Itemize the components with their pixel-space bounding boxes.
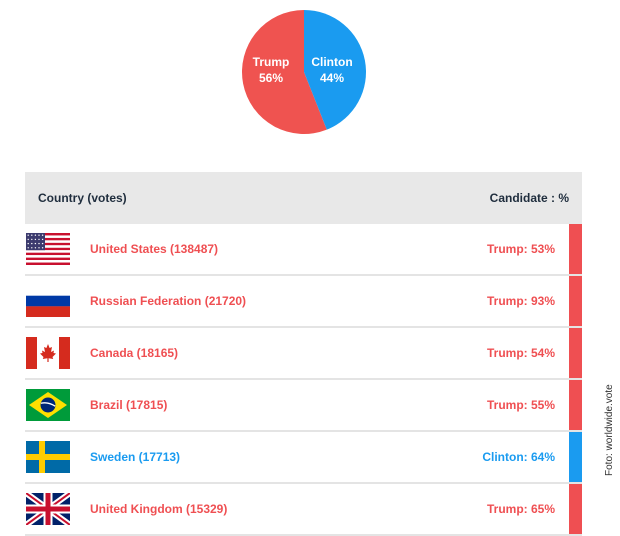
winner-color-bar: [569, 276, 582, 326]
photo-credit: Foto: worldwide.vote: [604, 384, 615, 476]
pie-svg: [242, 10, 366, 134]
pie-slice-trump: [242, 10, 327, 134]
candidate-result: Trump: 53%: [486, 242, 555, 256]
candidate-result: Clinton: 64%: [482, 450, 555, 464]
country-name: United States (138487): [90, 242, 219, 256]
russia-flag-icon: [26, 285, 70, 317]
country-name: Sweden (17713): [90, 450, 181, 464]
country-name: United Kingdom (15329): [90, 502, 228, 516]
candidate-column-header: Candidate : %: [489, 191, 569, 205]
clinton-percent-label: 44%: [319, 71, 345, 85]
table-row: United States (138487) Trump: 53%: [25, 224, 582, 276]
usa-flag-icon: [26, 233, 70, 265]
brazil-flag-icon: [26, 389, 70, 421]
table-row: Russian Federation (21720) Trump: 93%: [25, 276, 582, 328]
trump-percent-label: 56%: [258, 71, 284, 85]
candidate-result: Trump: 55%: [486, 398, 555, 412]
country-results-table: Country (votes) Candidate : % United Sta…: [25, 172, 582, 536]
clinton-name-label: Clinton: [311, 55, 353, 69]
trump-slice-label: Trump 56%: [241, 54, 301, 86]
country-column-header: Country (votes): [38, 191, 127, 205]
trump-name-label: Trump: [252, 55, 290, 69]
pie-slice-clinton: [304, 10, 366, 130]
candidate-result: Trump: 65%: [486, 502, 555, 516]
country-name: Russian Federation (21720): [90, 294, 247, 308]
uk-flag-icon: [26, 493, 70, 525]
canada-flag-icon: [26, 337, 70, 369]
winner-color-bar: [569, 432, 582, 482]
vote-pie-chart: Trump 56% Clinton 44%: [240, 8, 368, 136]
sweden-flag-icon: [26, 441, 70, 473]
country-name: Canada (18165): [90, 346, 179, 360]
clinton-slice-label: Clinton 44%: [302, 54, 362, 86]
winner-color-bar: [569, 484, 582, 534]
table-body: United States (138487) Trump: 53% Russia…: [25, 224, 582, 536]
winner-color-bar: [569, 380, 582, 430]
table-header: Country (votes) Candidate : %: [25, 172, 582, 224]
candidate-result: Trump: 93%: [486, 294, 555, 308]
winner-color-bar: [569, 328, 582, 378]
table-row: Canada (18165) Trump: 54%: [25, 328, 582, 380]
country-name: Brazil (17815): [90, 398, 168, 412]
table-row: Sweden (17713) Clinton: 64%: [25, 432, 582, 484]
candidate-result: Trump: 54%: [486, 346, 555, 360]
table-row: Brazil (17815) Trump: 55%: [25, 380, 582, 432]
winner-color-bar: [569, 224, 582, 274]
table-row: United Kingdom (15329) Trump: 65%: [25, 484, 582, 536]
